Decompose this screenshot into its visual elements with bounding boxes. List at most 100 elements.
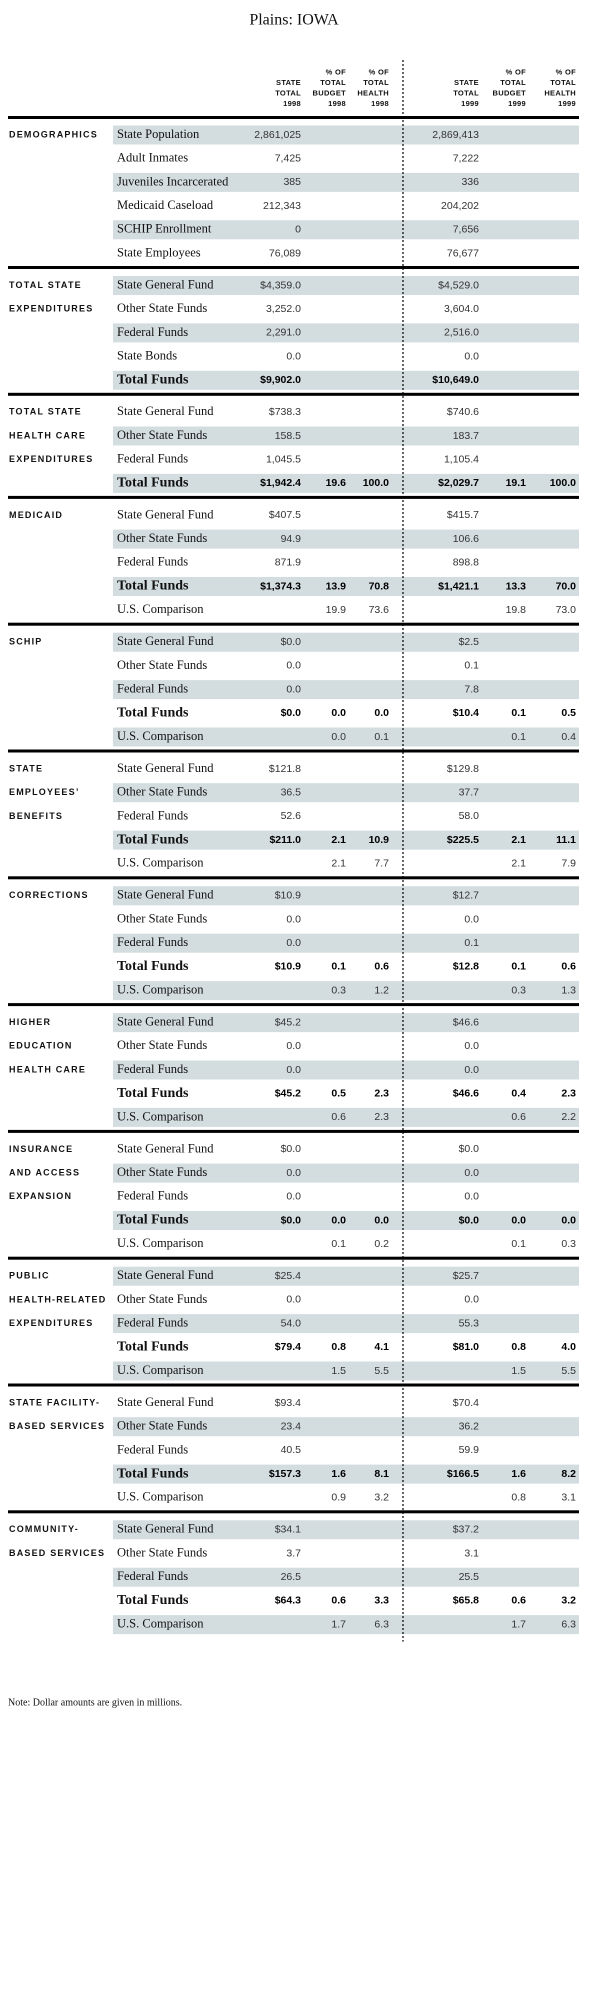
cell-value: 2.1: [511, 834, 526, 846]
cell-value: $121.8: [269, 763, 301, 775]
cell-value: 158.5: [275, 430, 301, 442]
cell-value: $25.7: [453, 1270, 479, 1282]
row-shade: [113, 886, 579, 906]
cell-value: 3.3: [374, 1595, 389, 1607]
cell-value: 37.7: [459, 786, 480, 798]
row-shade: [113, 1013, 579, 1033]
row-label: Other State Funds: [117, 531, 207, 545]
section-label: HIGHER: [9, 1017, 51, 1027]
cell-value: 0.8: [511, 1492, 526, 1504]
section-label: EXPENDITURES: [9, 304, 93, 314]
column-header: BUDGET: [493, 88, 527, 97]
cell-value: 8.1: [374, 1468, 389, 1480]
row-label: State General Fund: [117, 761, 214, 775]
section-label: STATE FACILITY-: [9, 1397, 100, 1407]
row-label: Medicaid Caseload: [117, 198, 214, 212]
cell-value: 1.7: [511, 1618, 526, 1630]
section-rule: [8, 876, 579, 880]
cell-value: 0.0: [464, 1167, 479, 1179]
cell-value: 3.2: [374, 1492, 389, 1504]
row-label: Total Funds: [117, 373, 189, 388]
cell-value: 871.9: [275, 557, 301, 569]
section-rule: [8, 392, 579, 396]
row-shade: [113, 632, 579, 652]
cell-value: $0.0: [281, 636, 302, 648]
cell-value: 0.0: [286, 683, 301, 695]
cell-value: 76,677: [447, 247, 479, 259]
cell-value: $65.8: [453, 1595, 479, 1607]
cell-value: 336: [461, 176, 479, 188]
cell-value: 0.1: [464, 937, 479, 949]
row-label: State General Fund: [117, 1014, 214, 1028]
row-label: U.S. Comparison: [117, 1490, 204, 1504]
row-shade: [113, 933, 579, 953]
cell-value: $0.0: [459, 1214, 480, 1226]
row-shade: [113, 172, 579, 192]
cell-value: 13.9: [326, 580, 347, 592]
row-shade: [113, 727, 579, 747]
cell-value: 2,861,025: [254, 129, 301, 141]
row-shade: [113, 125, 579, 145]
cell-value: 19.6: [326, 477, 347, 489]
cell-value: $211.0: [269, 834, 301, 846]
section-rule: [8, 1383, 579, 1387]
cell-value: 10.9: [369, 834, 390, 846]
column-header: TOTAL: [320, 78, 346, 87]
cell-value: $740.6: [447, 406, 479, 418]
row-label: Federal Funds: [117, 935, 188, 949]
column-header: STATE: [454, 78, 479, 87]
cell-value: $0.0: [281, 1214, 302, 1226]
cell-value: 0.6: [511, 1595, 526, 1607]
section-rule: [8, 1256, 579, 1260]
cell-value: 0.0: [286, 913, 301, 925]
cell-value: 0.4: [511, 1087, 526, 1099]
cell-value: 1.2: [374, 984, 389, 996]
cell-value: 0.0: [464, 350, 479, 362]
cell-value: 0.6: [331, 1111, 346, 1123]
cell-value: $10.4: [453, 707, 479, 719]
cell-value: 5.5: [374, 1365, 389, 1377]
cell-value: 0.0: [286, 1064, 301, 1076]
row-label: Total Funds: [117, 1466, 189, 1481]
cell-value: 11.1: [556, 834, 576, 846]
cell-value: 183.7: [453, 430, 479, 442]
cell-value: 7.7: [374, 858, 389, 870]
cell-value: 70.0: [556, 580, 577, 592]
cell-value: $46.6: [453, 1016, 479, 1028]
row-shade: [113, 323, 579, 343]
cell-value: 1.5: [511, 1365, 526, 1377]
cell-value: 1.6: [511, 1468, 526, 1480]
section-rule: [8, 266, 579, 269]
section-label: EXPENDITURES: [9, 454, 93, 464]
row-shade: [113, 1464, 579, 1484]
cell-value: $46.6: [453, 1087, 479, 1099]
row-shade: [113, 1361, 579, 1381]
row-label: State Employees: [117, 245, 201, 259]
cell-value: 1.5: [331, 1365, 346, 1377]
section-label: HEALTH-RELATED: [9, 1294, 106, 1304]
section-label: STATE: [9, 763, 43, 773]
cell-value: 0.9: [331, 1492, 346, 1504]
cell-value: $70.4: [453, 1397, 479, 1409]
cell-value: 0.0: [286, 1191, 301, 1203]
cell-value: 3.2: [561, 1595, 576, 1607]
row-label: Other State Funds: [117, 785, 207, 799]
cell-value: 0.1: [511, 731, 526, 743]
section-rule: [8, 622, 579, 626]
row-label: U.S. Comparison: [117, 1363, 204, 1377]
cell-value: 0.0: [331, 731, 346, 743]
cell-value: 3,604.0: [444, 303, 479, 315]
cell-value: 2,516.0: [444, 327, 479, 339]
cell-value: $738.3: [269, 406, 301, 418]
row-label: U.S. Comparison: [117, 729, 204, 743]
cell-value: 898.8: [453, 557, 479, 569]
cell-value: 1,045.5: [266, 453, 301, 465]
footnote: Note: Dollar amounts are given in millio…: [8, 1697, 182, 1708]
cell-value: $10,649.0: [432, 374, 479, 386]
section-label: INSURANCE: [9, 1144, 73, 1154]
cell-value: 4.1: [374, 1341, 389, 1353]
row-label: Total Funds: [117, 579, 189, 594]
section-rule: [8, 1510, 579, 1514]
row-label: State General Fund: [117, 404, 214, 418]
column-header: % OF: [369, 67, 389, 76]
